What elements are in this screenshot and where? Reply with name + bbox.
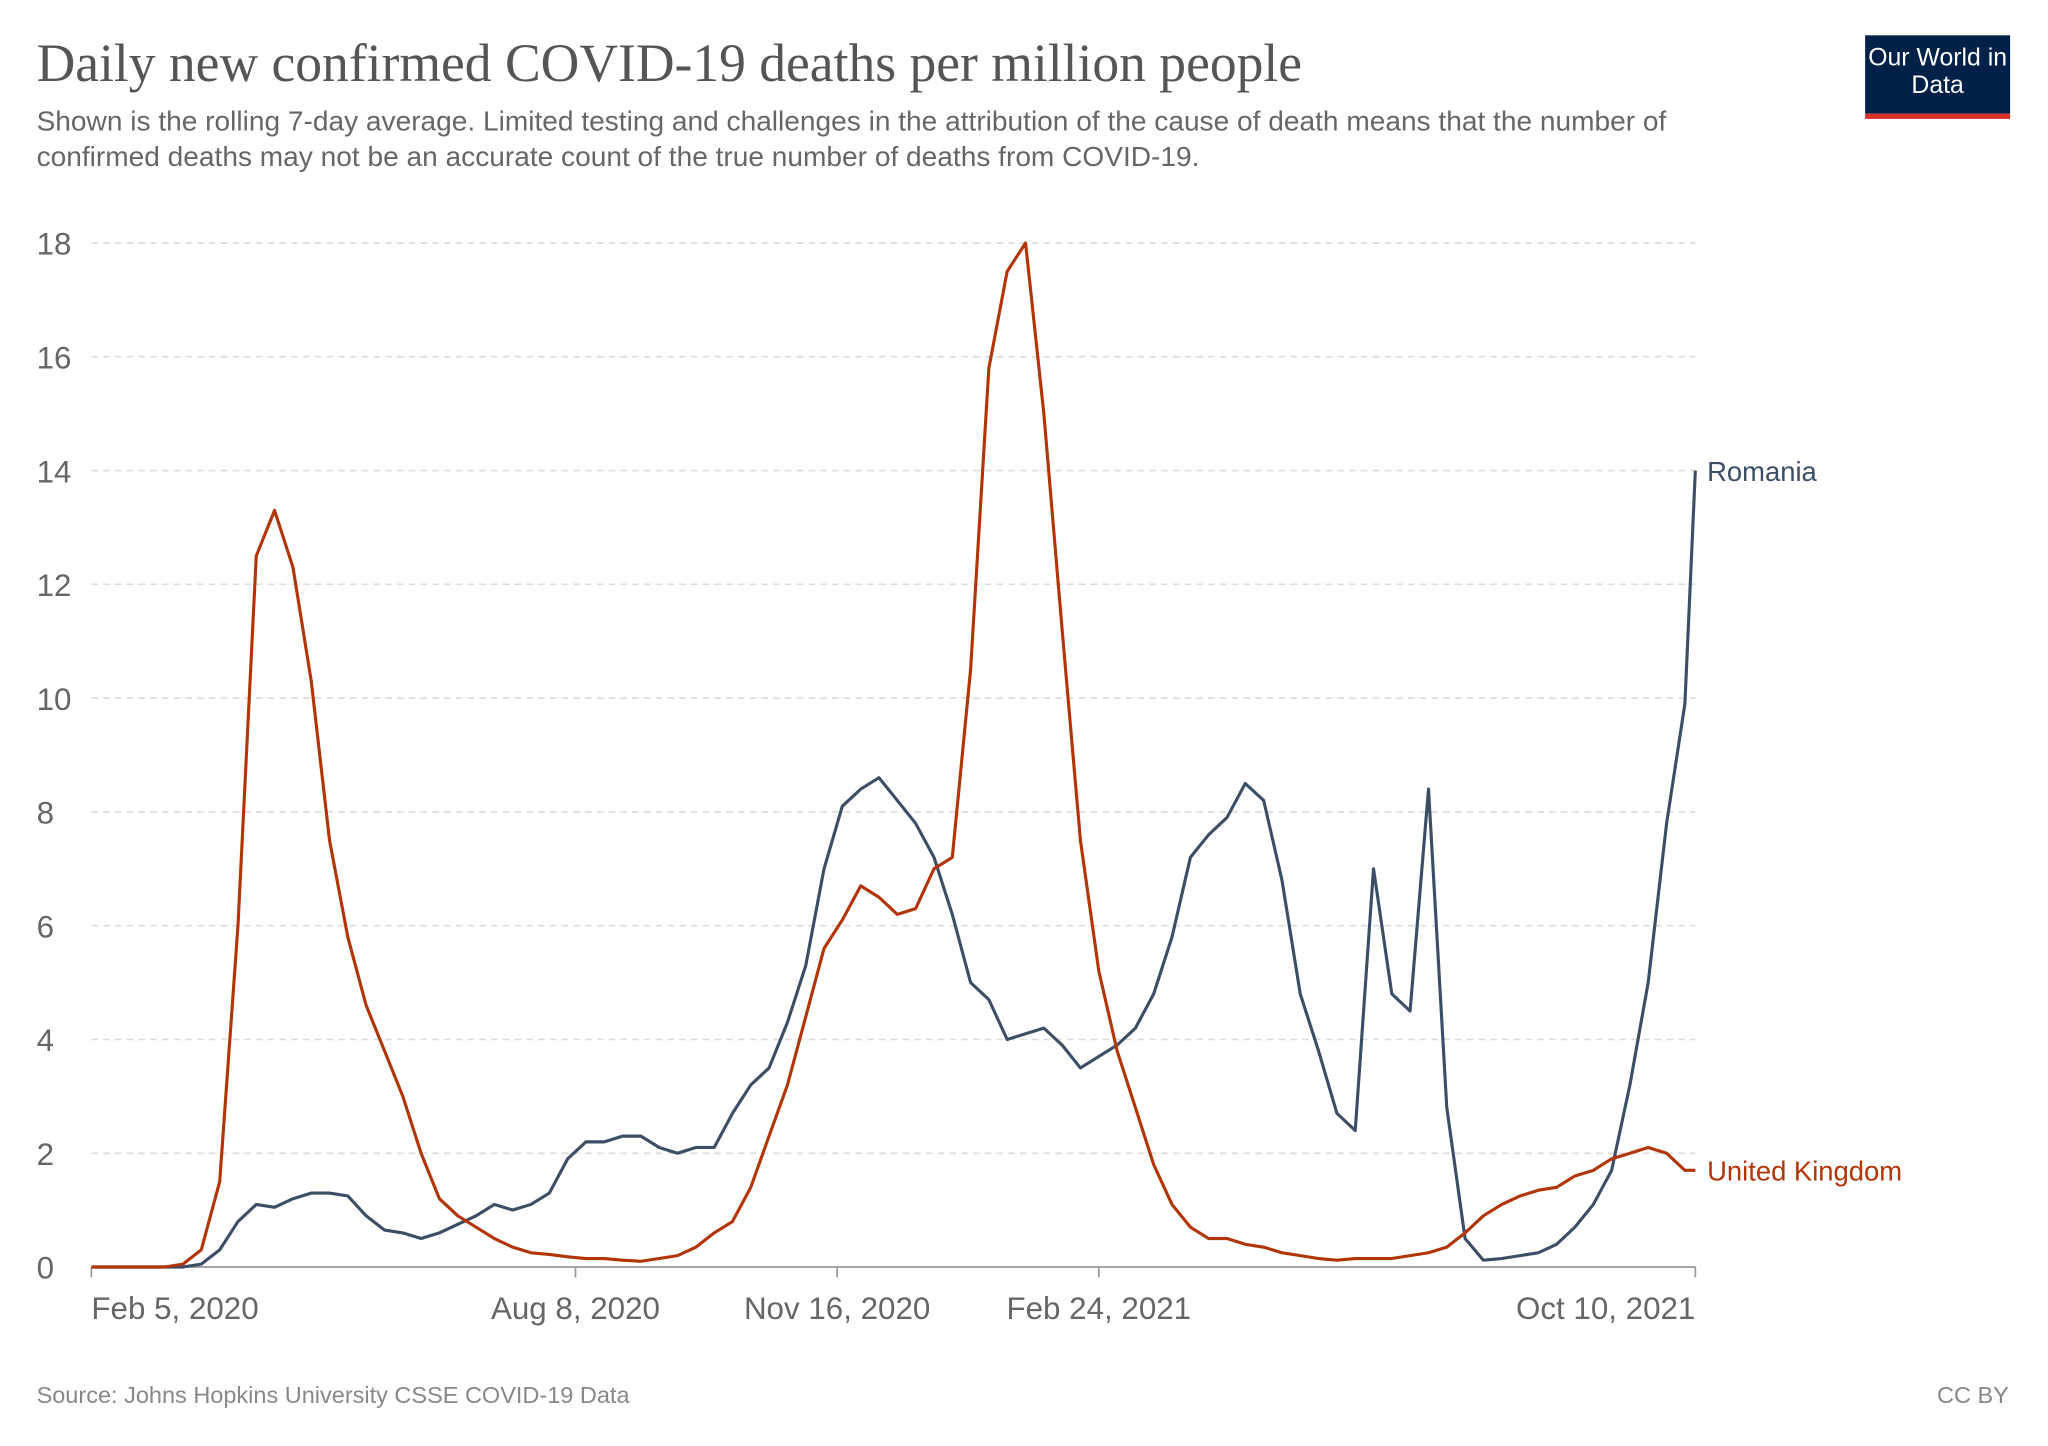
logo-bar bbox=[1865, 113, 2011, 119]
x-tick-label: Feb 24, 2021 bbox=[1006, 1291, 1191, 1326]
chart-title: Daily new confirmed COVID-19 deaths per … bbox=[37, 33, 1302, 93]
logo-text-box: Our World in Data bbox=[1868, 44, 2008, 100]
source: Source: Johns Hopkins University CSSE CO… bbox=[37, 1382, 631, 1408]
logo-box bbox=[1865, 35, 2011, 114]
x-tick-label: Nov 16, 2020 bbox=[744, 1291, 930, 1326]
x-tick-label: Aug 8, 2020 bbox=[491, 1291, 660, 1326]
y-tick-label: 2 bbox=[37, 1137, 54, 1172]
y-tick-label: 16 bbox=[37, 341, 72, 376]
series-label: United Kingdom bbox=[1707, 1156, 1902, 1187]
subtitle-box: Shown is the rolling 7-day average. Limi… bbox=[36, 105, 1667, 173]
series-label: Romania bbox=[1707, 456, 1817, 487]
series-line bbox=[91, 470, 1697, 1269]
x-tick-label: Feb 5, 2020 bbox=[91, 1291, 258, 1326]
y-tick-label: 4 bbox=[37, 1023, 54, 1058]
y-tick-label: 0 bbox=[37, 1251, 54, 1286]
series-line bbox=[91, 241, 1696, 1269]
y-tick-label: 18 bbox=[37, 227, 72, 262]
y-tick-label: 8 bbox=[37, 796, 54, 831]
logo[interactable]: Our World in Data bbox=[1868, 44, 2008, 100]
y-tick-label: 10 bbox=[37, 682, 72, 717]
license[interactable]: CC BY bbox=[1937, 1382, 2009, 1408]
y-tick-label: 14 bbox=[37, 454, 72, 489]
y-tick-label: 12 bbox=[37, 568, 72, 603]
chart-subtitle: Shown is the rolling 7-day average. Limi… bbox=[36, 105, 1667, 173]
x-tick-label: Oct 10, 2021 bbox=[1516, 1291, 1695, 1326]
y-tick-label: 6 bbox=[37, 909, 54, 944]
